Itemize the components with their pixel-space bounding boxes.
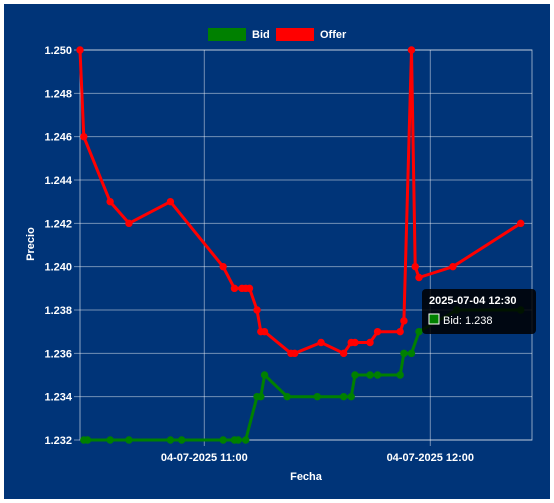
y-tick-label: 1.244	[44, 175, 72, 187]
legend-swatch-offer	[276, 28, 314, 41]
data-point-offer[interactable]	[125, 219, 133, 228]
legend-label-bid: Bid	[252, 29, 270, 41]
tooltip-swatch	[428, 313, 440, 325]
legend-label-offer: Offer	[320, 29, 347, 41]
data-point-offer[interactable]	[407, 46, 416, 54]
data-point-bid[interactable]	[257, 392, 265, 401]
data-point-offer[interactable]	[366, 338, 374, 347]
series-layer	[76, 46, 525, 444]
data-point-bid[interactable]	[106, 436, 114, 444]
tooltip: 2025-07-04 12:30 Bid: 1.238	[422, 289, 536, 334]
data-point-offer[interactable]	[517, 219, 525, 228]
y-tick-label: 1.234	[44, 392, 72, 404]
y-axis-title: Precio	[25, 227, 37, 261]
data-point-bid[interactable]	[313, 392, 321, 401]
x-tick-label: 04-07-2025 11:00	[161, 452, 248, 464]
legend-item-offer[interactable]: Offer	[276, 28, 347, 41]
price-chart: 1.232 1.234 1.236 1.238 1.240 1.242 1.244 1.246…	[25, 28, 536, 483]
y-tick-label: 1.232	[44, 435, 72, 447]
data-point-bid[interactable]	[125, 436, 133, 444]
y-tick-label: 1.250	[44, 45, 72, 57]
data-point-offer[interactable]	[411, 262, 419, 271]
data-point-bid[interactable]	[396, 371, 404, 379]
data-point-bid[interactable]	[178, 436, 186, 444]
data-point-bid[interactable]	[219, 436, 227, 444]
data-point-bid[interactable]	[166, 436, 175, 444]
data-point-bid[interactable]	[400, 349, 408, 358]
tooltip-title: 2025-07-04 12:30	[429, 295, 516, 307]
data-point-bid[interactable]	[283, 392, 291, 401]
tooltip-box	[422, 289, 536, 334]
data-point-offer[interactable]	[106, 197, 114, 206]
data-point-offer[interactable]	[166, 197, 175, 206]
data-point-offer[interactable]	[76, 46, 84, 54]
y-tick-label: 1.240	[44, 262, 72, 274]
legend-item-bid[interactable]: Bid	[208, 28, 270, 41]
data-point-offer[interactable]	[219, 262, 227, 271]
data-point-offer[interactable]	[373, 327, 382, 336]
data-point-offer[interactable]	[80, 132, 88, 141]
data-point-offer[interactable]	[400, 317, 408, 325]
y-tick-label: 1.236	[44, 348, 72, 360]
y-tick-label: 1.248	[44, 88, 72, 100]
y-tick-label: 1.238	[44, 305, 72, 317]
data-point-offer[interactable]	[317, 338, 325, 347]
tooltip-body: Bid: 1.238	[443, 315, 493, 327]
y-tick-label: 1.246	[44, 132, 72, 144]
data-point-offer[interactable]	[291, 349, 299, 358]
data-point-offer[interactable]	[230, 284, 239, 293]
axes: 1.232 1.234 1.236 1.238 1.240 1.242 1.244 1.246…	[44, 45, 474, 464]
data-point-bid[interactable]	[347, 392, 355, 401]
legend: Bid Offer	[208, 28, 347, 41]
data-point-bid[interactable]	[242, 436, 250, 444]
data-point-bid[interactable]	[260, 371, 269, 379]
data-point-bid[interactable]	[373, 371, 382, 379]
legend-swatch-bid	[208, 28, 246, 41]
data-point-bid[interactable]	[351, 371, 359, 379]
grid	[74, 49, 533, 446]
data-point-bid[interactable]	[234, 436, 242, 444]
y-tick-label: 1.242	[44, 218, 72, 230]
x-axis-title: Fecha	[290, 471, 323, 483]
data-point-offer[interactable]	[245, 284, 254, 293]
data-point-offer[interactable]	[339, 349, 348, 358]
data-point-offer[interactable]	[253, 306, 261, 314]
data-point-offer[interactable]	[260, 327, 269, 336]
data-point-bid[interactable]	[407, 349, 416, 358]
data-point-offer[interactable]	[396, 327, 404, 336]
data-point-bid[interactable]	[339, 392, 348, 401]
data-point-bid[interactable]	[366, 371, 374, 379]
data-point-offer[interactable]	[449, 262, 457, 271]
data-point-offer[interactable]	[415, 273, 423, 282]
x-tick-label: 04-07-2025 12:00	[387, 452, 474, 464]
data-point-bid[interactable]	[415, 327, 423, 336]
plot-border	[79, 49, 533, 441]
chart-panel: 1.232 1.234 1.236 1.238 1.240 1.242 1.244 1.246…	[4, 4, 550, 499]
data-point-offer[interactable]	[351, 338, 359, 347]
data-point-bid[interactable]	[83, 436, 92, 444]
